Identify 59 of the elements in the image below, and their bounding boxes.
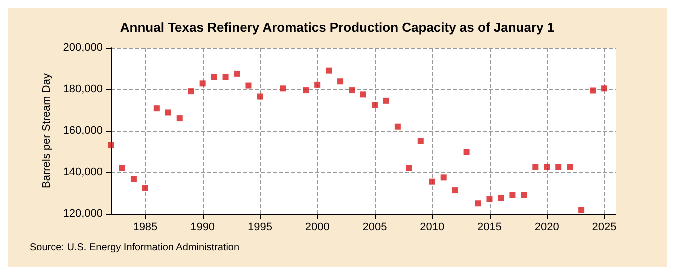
x-tick-label: 1995 <box>248 222 272 234</box>
point <box>498 195 504 202</box>
point <box>176 116 183 122</box>
point <box>246 82 252 89</box>
point <box>372 102 378 108</box>
point <box>130 176 137 182</box>
point <box>532 164 539 170</box>
point <box>556 164 562 170</box>
point <box>486 196 493 202</box>
point <box>602 86 608 92</box>
point <box>314 82 321 88</box>
source-note: Source: U.S. Energy Information Administration <box>30 242 240 254</box>
x-tick-label: 2015 <box>478 222 502 234</box>
point <box>349 88 356 94</box>
point <box>211 74 218 80</box>
x-tick-label: 2020 <box>534 222 560 234</box>
chart-title: Annual Texas Refinery Aromatics Production Capacity as of January 1 <box>120 20 555 35</box>
y-tick-label: 160,000 <box>63 125 103 137</box>
point <box>303 88 310 94</box>
point <box>394 124 401 130</box>
y-tick-label: 120,000 <box>63 208 103 220</box>
point <box>464 149 470 156</box>
y-tick-label: 200,000 <box>63 42 103 54</box>
y-axis-title: Barrels per Stream Day <box>40 73 53 188</box>
x-tick-label: 1990 <box>190 222 216 234</box>
x-tick-label: 2010 <box>420 222 445 234</box>
point <box>590 88 596 94</box>
point <box>567 164 574 170</box>
point <box>406 165 412 172</box>
point <box>165 110 172 116</box>
point <box>326 68 332 74</box>
point <box>257 94 264 100</box>
point <box>544 164 550 170</box>
point <box>338 78 344 85</box>
y-tick-label: 180,000 <box>63 84 103 96</box>
point <box>360 92 366 98</box>
point <box>108 142 114 149</box>
point <box>475 200 482 207</box>
point <box>280 86 286 92</box>
point <box>142 185 148 192</box>
x-tick-label: 1985 <box>133 222 158 234</box>
point <box>200 80 206 87</box>
point <box>154 106 160 112</box>
y-tick-label: 140,000 <box>63 166 103 178</box>
point <box>383 98 390 104</box>
x-tick-label: 2000 <box>305 222 330 234</box>
point <box>440 174 447 181</box>
point <box>188 88 194 95</box>
point <box>119 165 126 172</box>
point <box>222 74 229 80</box>
point <box>234 70 240 77</box>
point <box>521 192 528 198</box>
point <box>510 192 516 198</box>
point <box>418 138 424 144</box>
x-tick-label: 2005 <box>362 222 388 234</box>
point <box>452 188 458 194</box>
point <box>429 178 436 185</box>
x-tick-label: 2025 <box>592 222 617 234</box>
point <box>578 207 585 214</box>
